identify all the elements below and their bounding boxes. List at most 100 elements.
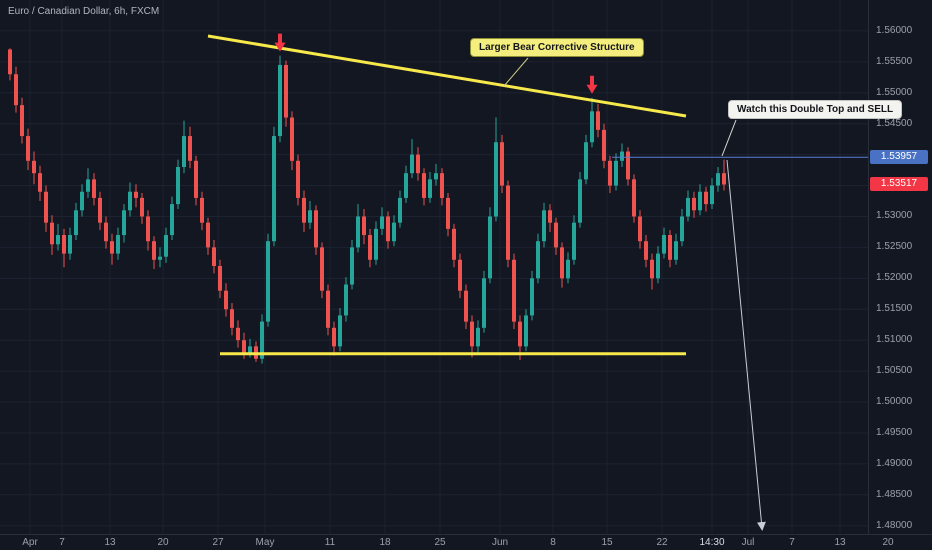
candle-body	[152, 241, 156, 260]
candle-body	[410, 154, 414, 174]
candle-body	[308, 210, 312, 223]
bearish-arrow-marker[interactable]	[274, 33, 286, 52]
symbol-legend: Euro / Canadian Dollar, 6h, FXCM	[8, 6, 160, 17]
candle-body	[656, 253, 660, 279]
price-axis-label: 1.56000	[876, 24, 913, 36]
candle-body	[104, 222, 108, 242]
candle-body	[416, 154, 420, 174]
time-axis-label: 11	[324, 537, 336, 548]
candle-body	[50, 222, 54, 245]
candle-body	[314, 210, 318, 248]
candle-body	[320, 247, 324, 291]
candle-body	[242, 340, 246, 353]
candle-body	[716, 173, 720, 186]
candle-body	[620, 151, 624, 161]
candle-body	[524, 315, 528, 347]
candle-body	[212, 247, 216, 266]
candle-body	[572, 222, 576, 260]
candle-body	[194, 160, 198, 198]
time-axis-label: 13	[104, 537, 116, 548]
descending-trendline-drawing[interactable]	[207, 34, 687, 118]
price-axis-label: 1.52500	[876, 241, 913, 253]
candle-body	[602, 129, 606, 161]
candle-body	[698, 191, 702, 211]
candle-body	[434, 173, 438, 180]
candle-body	[344, 284, 348, 316]
time-axis[interactable]: Apr 7 13 20 27 May 11 18 25 Jun 8 15 22 14:30 Jul 7 13 20	[0, 534, 932, 550]
candle-body	[368, 235, 372, 260]
time-axis-label: Apr	[22, 537, 38, 548]
candle-body	[632, 179, 636, 217]
price-axis-label: 1.49500	[876, 426, 913, 438]
candle-body	[374, 228, 378, 260]
time-axis-label: 7	[59, 537, 65, 548]
candle-body	[140, 197, 144, 217]
candle-body	[188, 136, 192, 161]
candle-body	[548, 210, 552, 223]
candle-body	[428, 179, 432, 198]
candle-body	[176, 166, 180, 205]
candle-body	[446, 197, 450, 229]
candle-body	[44, 191, 48, 223]
candle-body	[122, 210, 126, 236]
candle-body	[14, 74, 18, 106]
candle-body	[164, 235, 168, 257]
candle-body	[380, 216, 384, 229]
candle-body	[500, 142, 504, 186]
candle-body	[560, 247, 564, 279]
candle-body	[398, 197, 402, 223]
candle-body	[638, 216, 642, 242]
candle-body	[584, 142, 588, 180]
time-axis-label: Jul	[741, 537, 755, 548]
candle-body	[650, 259, 654, 279]
candle-body	[266, 241, 270, 322]
candle-body	[272, 136, 276, 242]
price-axis-label: 1.55000	[876, 86, 913, 98]
candle-body	[518, 321, 522, 347]
bearish-arrow-marker[interactable]	[586, 75, 598, 94]
candle-body	[26, 136, 30, 161]
callout1-connector	[503, 57, 529, 87]
candle-body	[290, 117, 294, 161]
sell-projection-arrow[interactable]	[726, 159, 766, 531]
price-axis-label: 1.55500	[876, 55, 913, 67]
candle-body	[512, 259, 516, 322]
candle-body	[614, 160, 618, 186]
candle-body	[68, 235, 72, 254]
candle-body	[668, 235, 672, 260]
candle-body	[32, 160, 36, 174]
candle-body	[662, 235, 666, 254]
candle-body	[530, 278, 534, 316]
candle-body	[158, 256, 162, 260]
candle-body	[170, 204, 174, 236]
candle-body	[452, 228, 456, 260]
candle-body	[554, 222, 558, 248]
time-axis-label: 7	[789, 537, 795, 548]
candle-body	[404, 173, 408, 198]
price-axis-label: 1.51000	[876, 334, 913, 346]
candle-body	[686, 197, 690, 217]
time-axis-label: 8	[550, 537, 556, 548]
candle-body	[218, 265, 222, 291]
candle-body	[578, 179, 582, 223]
candle-body	[644, 241, 648, 260]
callout-double-top-sell[interactable]: Watch this Double Top and SELL	[728, 100, 903, 119]
price-axis[interactable]: 1.560001.555001.550001.545001.540001.535…	[868, 0, 932, 535]
callout-bear-structure[interactable]: Larger Bear Corrective Structure	[470, 38, 644, 57]
time-axis-label: 15	[601, 537, 613, 548]
candle-body	[674, 241, 678, 260]
price-badge: 1.53957	[870, 150, 928, 165]
candle-body	[608, 160, 612, 186]
price-axis-label: 1.51500	[876, 303, 913, 315]
callout2-connector	[721, 119, 737, 157]
candle-body	[536, 241, 540, 279]
price-axis-label: 1.50000	[876, 396, 913, 408]
candle-body	[680, 216, 684, 242]
candle-body	[206, 222, 210, 248]
candle-body	[80, 191, 84, 211]
time-axis-label: 14:30	[699, 537, 725, 548]
candle-body	[386, 216, 390, 242]
candle-body	[92, 179, 96, 198]
